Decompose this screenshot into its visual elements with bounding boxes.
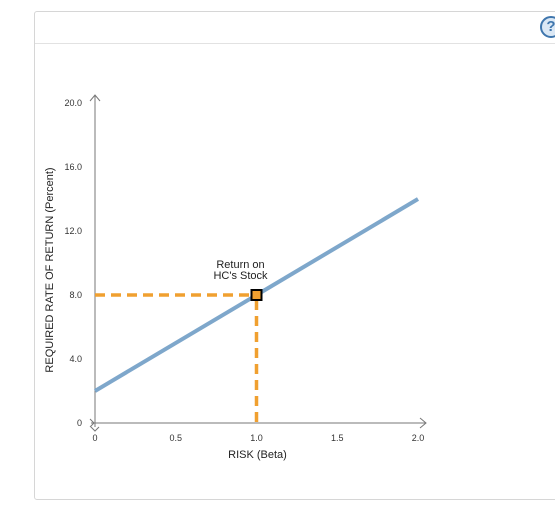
y-tick-label: 8.0: [69, 290, 82, 300]
y-tick-label: 12.0: [64, 226, 82, 236]
help-button[interactable]: ?: [540, 16, 555, 38]
chart-panel: ?: [34, 11, 555, 500]
x-tick-label: 2.0: [412, 433, 425, 443]
y-tick-label: 16.0: [64, 162, 82, 172]
ticks: 0 0.5 1.0 1.5 2.0 0 4.0 8.0 12.0 16.0 20.0: [64, 98, 424, 443]
y-tick-label: 20.0: [64, 98, 82, 108]
hc-stock-point[interactable]: [250, 289, 263, 301]
x-tick-label: 1.0: [250, 433, 263, 443]
y-axis-label: REQUIRED RATE OF RETURN (Percent): [44, 167, 56, 372]
origin-arrow: [89, 418, 100, 432]
y-axis-arrow: [89, 94, 101, 102]
x-tick-label: 1.5: [331, 433, 344, 443]
annotation-line1: Return on: [216, 259, 264, 271]
x-tick-label: 0.5: [169, 433, 182, 443]
x-axis-arrow: [419, 417, 427, 429]
axes: [89, 94, 427, 432]
x-tick-label: 0: [92, 433, 97, 443]
x-axis-label: RISK (Beta): [228, 449, 287, 461]
panel-header: [35, 12, 555, 44]
y-tick-label: 4.0: [69, 354, 82, 364]
annotation-line2: HC's Stock: [213, 270, 268, 282]
y-tick-label: 0: [77, 418, 82, 428]
